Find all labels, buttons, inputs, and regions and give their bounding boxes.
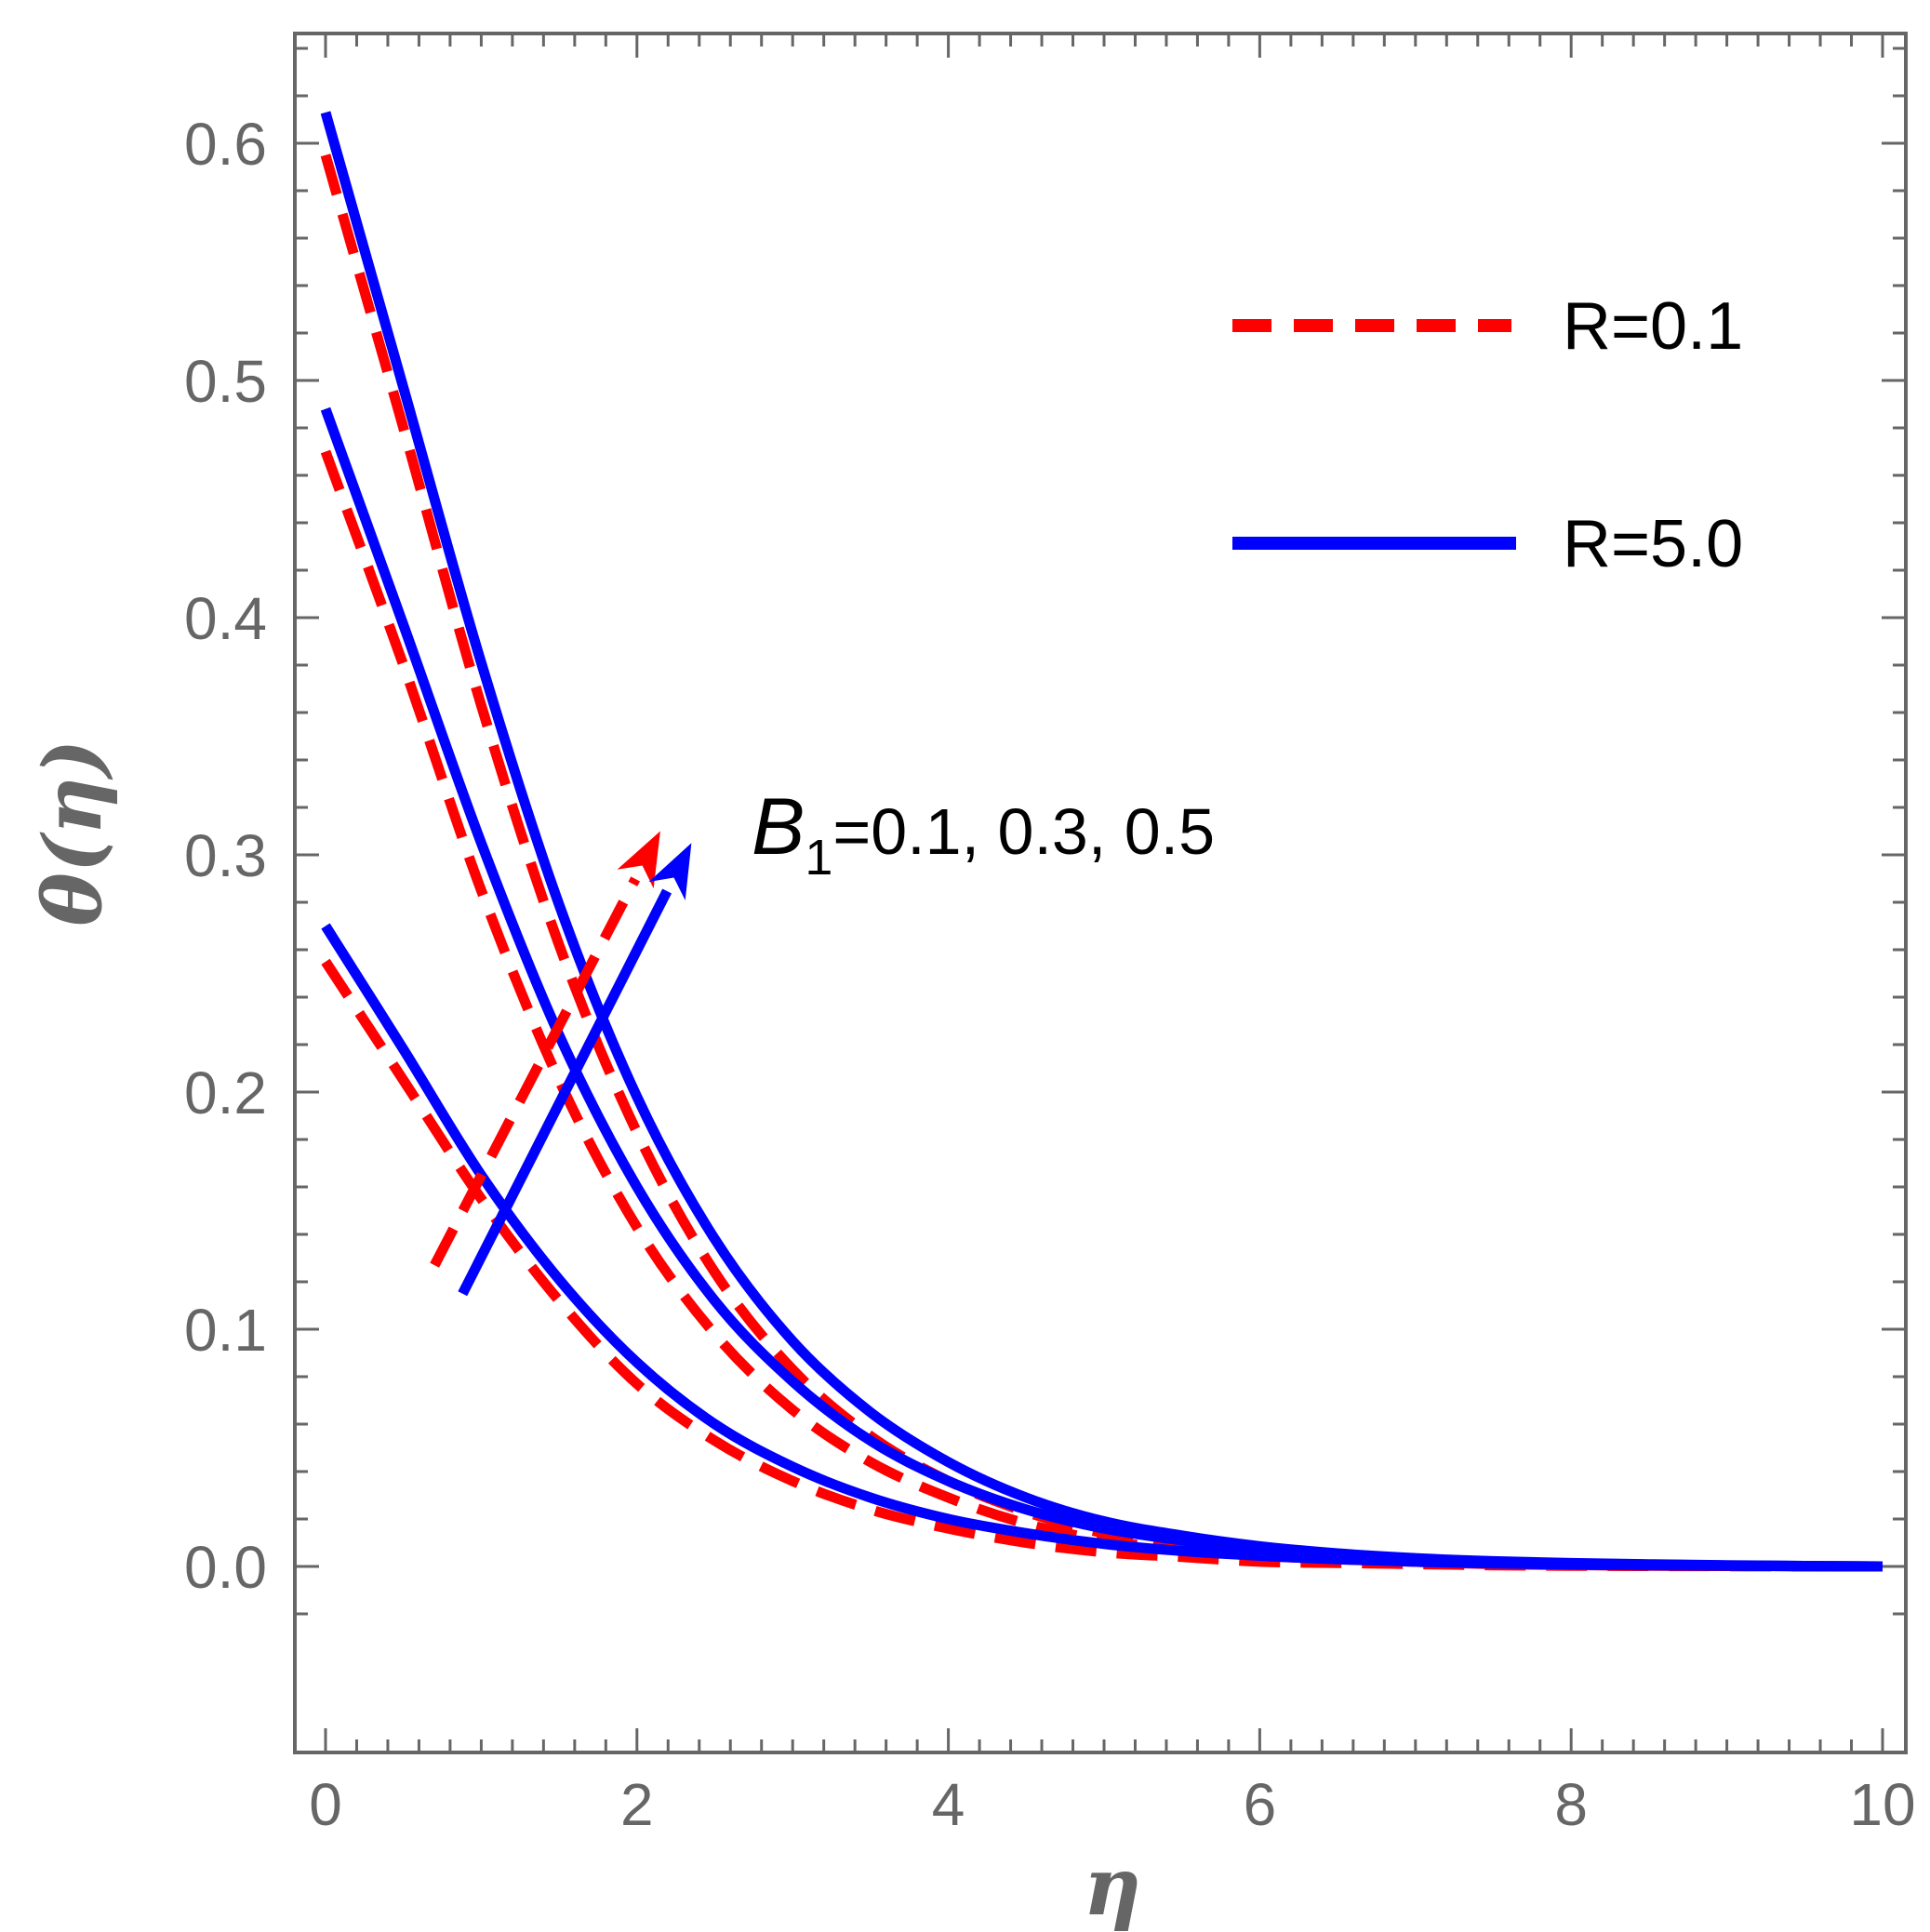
b1-annotation-label: B1=0.1, 0.3, 0.5 (752, 782, 1215, 886)
x-tick-label: 6 (1244, 1771, 1277, 1838)
b1-values: =0.1, 0.3, 0.5 (832, 795, 1215, 868)
y-tick-label: 0.4 (184, 585, 267, 652)
trend-arrow-shaft (430, 876, 641, 1268)
y-tick-label: 0.5 (184, 348, 267, 415)
y-tick-label: 0.1 (184, 1297, 267, 1364)
legend-label-r-5-0: R=5.0 (1563, 507, 1743, 581)
plot-frame (293, 32, 1908, 1754)
y-axis-title: θ(η) (26, 739, 120, 926)
trend-arrow-shaft (458, 888, 672, 1297)
b1-subscript: 1 (805, 830, 832, 886)
b1-annotation: B1=0.1, 0.3, 0.5 (752, 782, 1215, 886)
y-tick-label: 0.6 (184, 111, 267, 178)
trend-arrow-head (648, 843, 692, 900)
series-line-r-5-0-b1-0-5 (320, 111, 1883, 1572)
b1-trend-arrows (430, 831, 692, 1297)
data-series (320, 111, 1883, 1572)
x-tick-label: 4 (932, 1771, 965, 1838)
x-tick-label: 0 (309, 1771, 342, 1838)
axes: 0 2 4 6 8 10 0.0 0.1 0.2 0.3 0.4 0.5 0.6 (184, 32, 1916, 1838)
b1-symbol: B (752, 782, 805, 872)
x-tick-label: 8 (1554, 1771, 1588, 1838)
x-tick-label: 10 (1849, 1771, 1915, 1838)
trend-arrow-head (617, 831, 660, 889)
x-tick-label: 2 (620, 1771, 654, 1838)
legend: R=0.1 R=5.0 (1232, 289, 1743, 581)
legend-label-r-0-1: R=0.1 (1563, 289, 1743, 364)
y-tick-label: 0.0 (184, 1534, 267, 1601)
y-tick-label: 0.2 (184, 1059, 267, 1126)
x-axis-title: η (1084, 1840, 1142, 1932)
y-tick-label: 0.3 (184, 822, 267, 889)
